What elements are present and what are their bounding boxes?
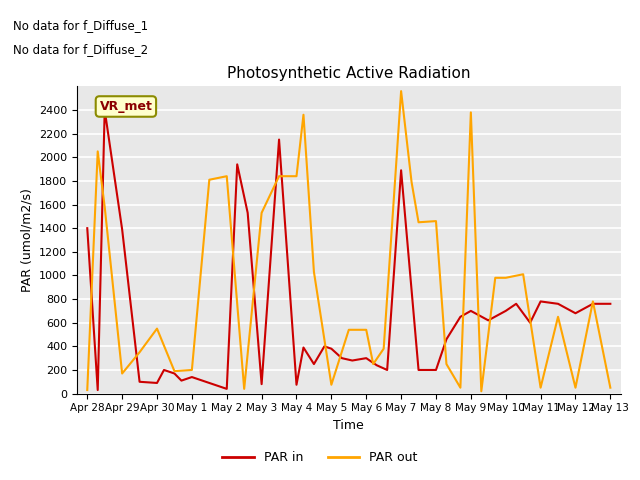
Text: No data for f_Diffuse_1: No data for f_Diffuse_1 (13, 19, 148, 32)
Y-axis label: PAR (umol/m2/s): PAR (umol/m2/s) (20, 188, 33, 292)
Text: VR_met: VR_met (99, 100, 152, 113)
Legend: PAR in, PAR out: PAR in, PAR out (218, 446, 422, 469)
X-axis label: Time: Time (333, 419, 364, 432)
Text: No data for f_Diffuse_2: No data for f_Diffuse_2 (13, 43, 148, 56)
Title: Photosynthetic Active Radiation: Photosynthetic Active Radiation (227, 66, 470, 81)
